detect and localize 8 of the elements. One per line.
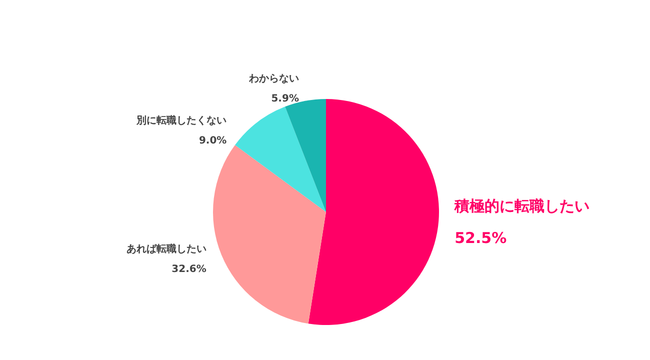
data-label: 5.9% [271,94,299,105]
data-label: 32.6% [172,264,206,275]
data-label: 9.0% [198,136,227,147]
data-label: 52.5% [454,228,507,247]
slice-label: あれば転職したい [126,242,206,255]
slice-label: 積極的に転職したい [454,196,590,215]
slice-label: 別に転職したくない [136,114,227,127]
slice-label: わからない [248,74,299,85]
